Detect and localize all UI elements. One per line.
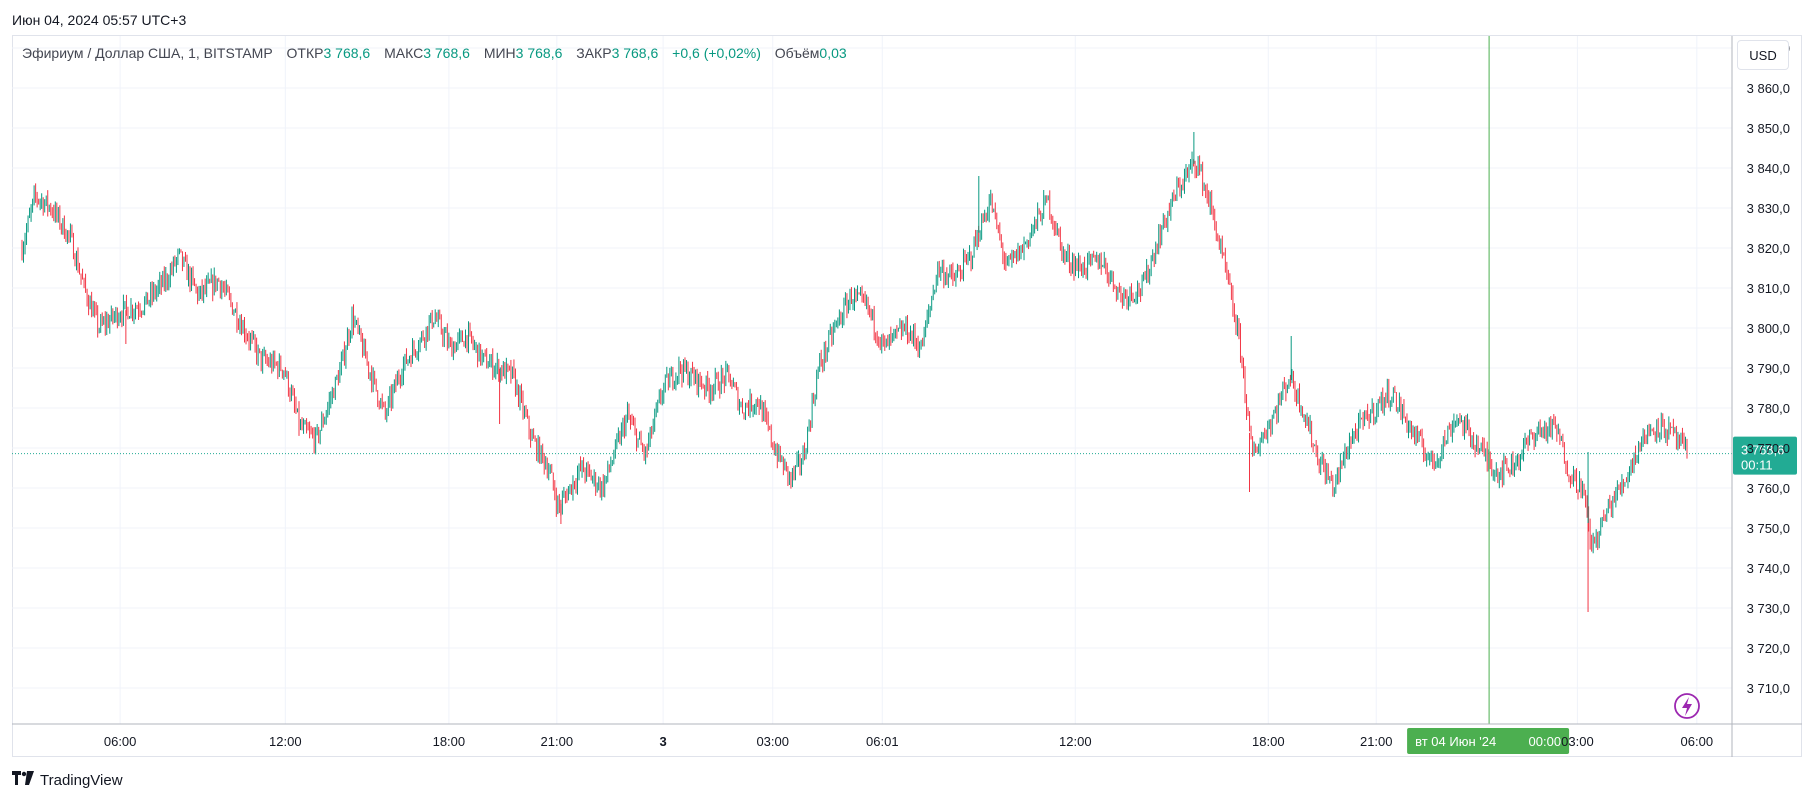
- candles-series: [21, 132, 1688, 612]
- price-tick-label: 3 860,0: [1747, 81, 1790, 96]
- price-tick-label: 3 780,0: [1747, 401, 1790, 416]
- chart-overlay: вт 04 Июн '24 00:003 768,600:11: [12, 36, 1797, 754]
- time-tick-label: 06:00: [1681, 734, 1714, 749]
- price-axis: 3 710,0 3 720,0 3 730,0 3 740,0 3 750,0 3 760…: [1731, 36, 1790, 757]
- time-tick-label: 21:00: [1360, 734, 1393, 749]
- price-tick-label: 3 840,0: [1747, 161, 1790, 176]
- time-tick-label: 06:00: [104, 734, 137, 749]
- time-tick-label: 12:00: [269, 734, 302, 749]
- crosshair-time-badge: [1407, 728, 1570, 754]
- price-tick-label: 3 740,0: [1747, 561, 1790, 576]
- time-tick-label: 18:00: [1252, 734, 1285, 749]
- high-value: 3 768,6: [423, 45, 470, 61]
- price-tick-label: 3 720,0: [1747, 641, 1790, 656]
- open-value: 3 768,6: [323, 45, 371, 61]
- tradingview-name: TradingView: [40, 771, 123, 789]
- chart-frame: [12, 35, 1802, 757]
- price-tick-label: 3 800,0: [1747, 321, 1790, 336]
- close-value: 3 768,6: [611, 45, 659, 61]
- price-tick-label: 3 710,0: [1747, 681, 1790, 696]
- low-value: 3 768,6: [515, 45, 563, 61]
- countdown-text: 00:11: [1741, 458, 1773, 473]
- price-tick-label: 3 730,0: [1747, 601, 1790, 616]
- symbol-legend: Эфириум / Доллар США, 1, BITSTAMP ОТКР3 …: [22, 45, 857, 61]
- volume-value: 0,03: [819, 45, 847, 61]
- last-price-badge: [1733, 436, 1797, 475]
- grid: [12, 36, 1732, 724]
- price-tick-label: 3 850,0: [1747, 121, 1790, 136]
- crosshair-date-text: вт 04 Июн '24: [1415, 734, 1496, 749]
- open-label: ОТКР: [286, 45, 324, 61]
- price-tick-label: 3 830,0: [1747, 201, 1790, 216]
- crosshair-time-text: 00:00: [1529, 734, 1562, 749]
- change-value: +0,6 (+0,02%): [672, 45, 761, 61]
- currency-button[interactable]: USD: [1737, 40, 1789, 70]
- time-tick-label: 21:00: [541, 734, 574, 749]
- time-tick-label: 03:00: [1561, 734, 1594, 749]
- tradingview-logo[interactable]: TradingView: [12, 771, 123, 789]
- time-tick-label: 03:00: [756, 734, 789, 749]
- volume-label: Объём: [774, 45, 820, 61]
- lightning-icon-bolt: [1682, 697, 1692, 716]
- time-tick-label: 18:00: [433, 734, 466, 749]
- price-tick-label: 3 790,0: [1747, 361, 1790, 376]
- chart-timestamp: Июн 04, 2024 05:57 UTC+3: [12, 12, 187, 28]
- symbol-name[interactable]: Эфириум / Доллар США, 1, BITSTAMP: [22, 45, 273, 61]
- time-tick-label: 12:00: [1059, 734, 1092, 749]
- price-tick-label: 3 760,0: [1747, 481, 1790, 496]
- low-label: МИН: [483, 45, 516, 61]
- price-tick-label: 3 770,0: [1747, 441, 1790, 456]
- price-tick-label: 3 810,0: [1747, 281, 1790, 296]
- high-label: МАКС: [384, 45, 424, 61]
- last-price-text: 3 768,6: [1741, 443, 1784, 458]
- price-tick-label: 3 820,0: [1747, 241, 1790, 256]
- time-tick-label: 3: [660, 734, 667, 749]
- price-tick-label: 3 750,0: [1747, 521, 1790, 536]
- lightning-icon-ring: [1674, 693, 1700, 719]
- time-axis: 06:00 12:00 18:00 21:00 3 03:00 06:01 12:00 18:0…: [12, 723, 1802, 749]
- tradingview-logo-icon: [12, 771, 34, 789]
- close-label: ЗАКР: [576, 45, 612, 61]
- lightning-icon[interactable]: [1674, 693, 1700, 719]
- time-tick-label: 06:01: [866, 734, 899, 749]
